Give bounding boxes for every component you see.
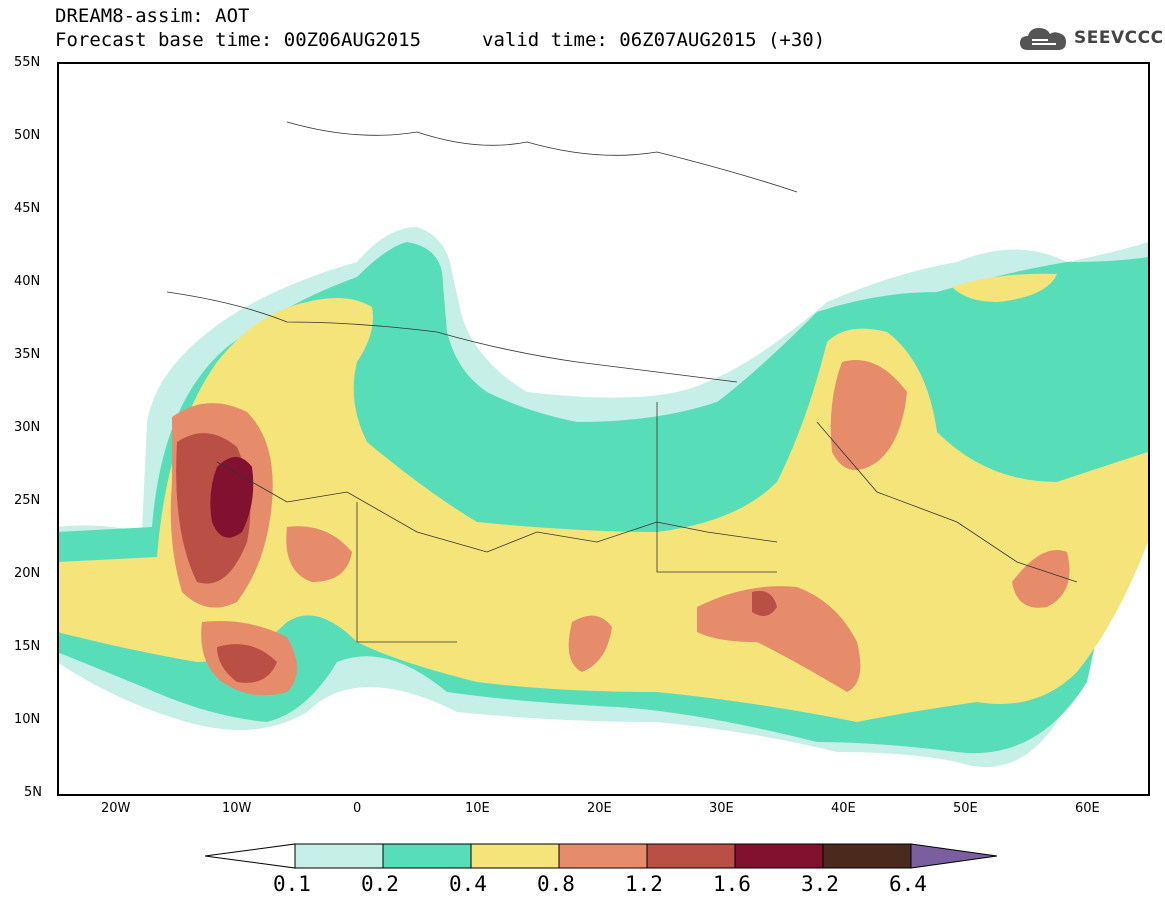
seevccc-logo: SEEVCCC (1018, 22, 1163, 56)
lon-label: 20E (587, 801, 612, 816)
aot-band-1.2-mali (217, 644, 277, 683)
aot-band-0.8-arabia (830, 360, 907, 470)
map-title: DREAM8-assim: AOT (55, 5, 250, 27)
lon-label: 0 (353, 801, 362, 816)
valid-time: valid time: 06Z07AUG2015 (+30) (482, 29, 826, 51)
aot-map (57, 62, 1148, 794)
lat-label: 10N (14, 712, 41, 727)
lon-label: 40E (831, 801, 856, 816)
lat-label: 15N (14, 639, 41, 654)
lat-label: 20N (14, 566, 41, 581)
lon-label: 20W (101, 801, 131, 816)
colorbar-label: 1.6 (713, 872, 751, 896)
colorbar-label: 0.4 (449, 872, 487, 896)
forecast-base-time: Forecast base time: 00Z06AUG2015 (55, 29, 422, 51)
colorbar-label: 0.8 (537, 872, 575, 896)
colorbar-swatch (382, 843, 472, 869)
lat-label: 5N (24, 785, 42, 800)
lon-label: 60E (1075, 801, 1100, 816)
aot-band-0.8-niger (568, 615, 612, 672)
lat-label: 30N (14, 420, 41, 435)
lat-label: 50N (14, 128, 41, 143)
colorbar (204, 843, 998, 869)
logo-text: SEEVCCC (1074, 28, 1164, 48)
country-borders (166, 121, 1078, 643)
colorbar-swatch (294, 843, 384, 869)
lon-label: 10W (222, 801, 252, 816)
aot-band-1.6-west (210, 457, 254, 538)
colorbar-label: 0.2 (361, 872, 399, 896)
lat-label: 25N (14, 493, 41, 508)
aot-band-0.8-algeria (286, 526, 352, 582)
lon-label: 30E (709, 801, 734, 816)
aot-patch-caspian (952, 273, 1057, 302)
aot-map-svg (57, 62, 1148, 794)
colorbar-label: 0.1 (273, 872, 311, 896)
colorbar-under-arrow (204, 843, 296, 869)
cloud-logo-icon (1020, 28, 1066, 50)
colorbar-swatch (734, 843, 824, 869)
lat-label: 40N (14, 274, 41, 289)
colorbar-label: 3.2 (801, 872, 839, 896)
colorbar-swatch (822, 843, 912, 869)
colorbar-swatch (646, 843, 736, 869)
lon-label: 50E (953, 801, 978, 816)
lat-label: 35N (14, 347, 41, 362)
lon-label: 10E (465, 801, 490, 816)
colorbar-svg (204, 843, 998, 869)
colorbar-over-arrow (910, 843, 998, 869)
lat-label: 45N (14, 201, 41, 216)
colorbar-label: 6.4 (889, 872, 927, 896)
colorbar-swatch (558, 843, 648, 869)
aot-band-1.2-sudan (752, 591, 777, 616)
colorbar-swatch (470, 843, 560, 869)
colorbar-label: 1.2 (625, 872, 663, 896)
lat-label: 55N (14, 55, 41, 70)
aot-band-0.8-sudan (697, 586, 861, 692)
aot-band-0.8-oman (1012, 550, 1070, 608)
